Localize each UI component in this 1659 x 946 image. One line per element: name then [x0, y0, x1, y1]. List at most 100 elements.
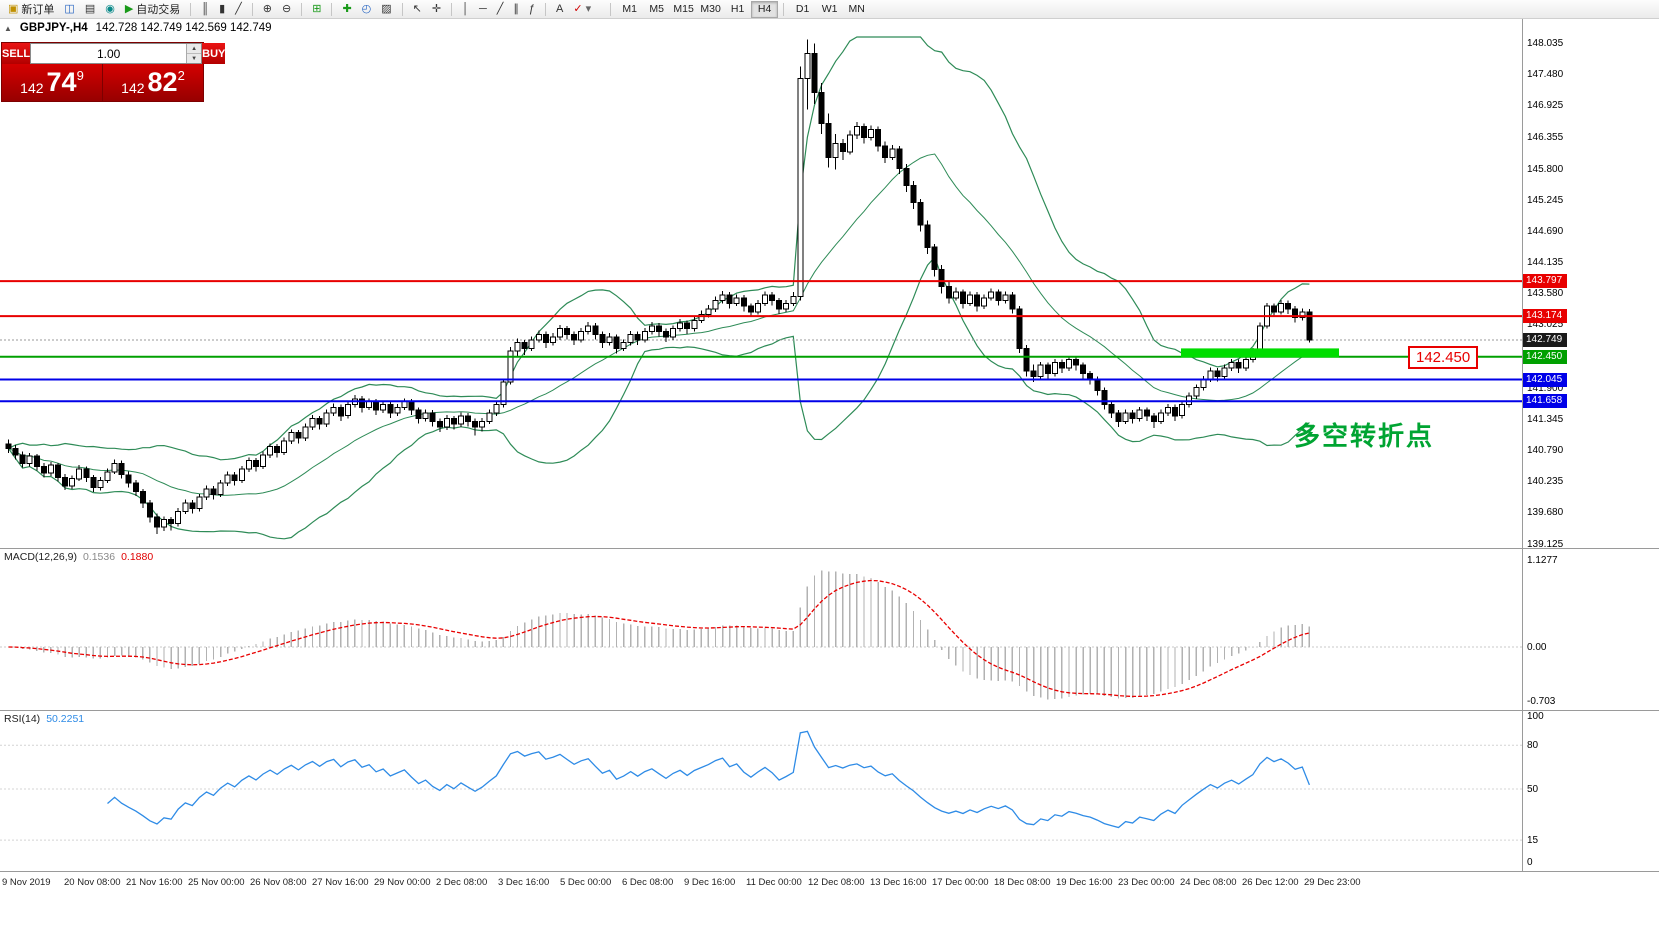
one-click-trading-panel: SELL ▲ ▼ BUY 142 74 9 142 82 2: [1, 42, 226, 102]
arrows-button[interactable]: ✓ ▾: [568, 1, 596, 18]
rsi-axis-label: 15: [1527, 835, 1539, 846]
tile-windows-icon: ⊞: [312, 2, 322, 15]
timeframe-button-D1[interactable]: D1: [789, 1, 816, 18]
time-axis-label: 20 Nov 08:00: [64, 877, 121, 888]
buy-price-whole: 142: [121, 80, 145, 96]
new-order-label: 新订单: [21, 4, 55, 16]
volume-up-button[interactable]: ▲: [187, 44, 202, 54]
time-axis-label: 29 Nov 00:00: [374, 877, 431, 888]
timeframe-button-M30[interactable]: M30: [697, 1, 724, 18]
time-axis-label: 26 Nov 08:00: [250, 877, 307, 888]
buy-button[interactable]: BUY: [202, 43, 226, 64]
candlestick-chart-icon: ▮: [219, 2, 226, 15]
chart-symbol-period: GBPJPY-,H4: [19, 22, 88, 34]
timeframe-button-M15[interactable]: M15: [670, 1, 697, 18]
fibonacci-button[interactable]: ƒ: [524, 1, 540, 18]
macd-signal-value: 0.1880: [121, 551, 154, 563]
price-axis-tag-142.045: 142.045: [1523, 373, 1567, 387]
channel-button[interactable]: ∥: [508, 1, 524, 18]
price-level-tag[interactable]: 142.450: [1408, 346, 1479, 369]
sell-button[interactable]: SELL: [2, 43, 31, 64]
macd-axis-label: 1.1277: [1527, 555, 1558, 566]
candlesticks: [5, 39, 1313, 534]
vertical-line-button[interactable]: │: [457, 1, 474, 18]
macd-main-value: 0.1536: [82, 551, 116, 563]
trendline-button[interactable]: ╱: [492, 1, 509, 18]
volume-down-button[interactable]: ▼: [187, 54, 202, 63]
autotrade-button[interactable]: ▶ 自动交易: [120, 1, 185, 18]
buy-price[interactable]: 142 82 2: [103, 64, 203, 101]
chart-symbol-icon: ▲: [4, 23, 12, 33]
profile-button[interactable]: ◉: [100, 1, 120, 18]
cursor-button[interactable]: ↖: [408, 1, 427, 18]
chart-window-icon: ◫: [64, 2, 75, 15]
timeframe-button-M1[interactable]: M1: [616, 1, 643, 18]
templates-button[interactable]: ▨: [376, 1, 396, 18]
toolbar-separator: [190, 2, 192, 16]
price-axis-label: 146.925: [1527, 100, 1564, 111]
main-toolbar: ▣ 新订单 ◫ ▤ ◉ ▶ 自动交易 ║ ▮ ╱ ⊕ ⊖ ⊞ ✚ ◴ ▨ ↖ ✛…: [0, 0, 1659, 19]
macd-name: MACD(12,26,9): [4, 551, 77, 563]
periods-button[interactable]: ◴: [357, 1, 377, 18]
volume-input[interactable]: [31, 44, 187, 63]
price-axis-tag-143.797: 143.797: [1523, 274, 1567, 288]
toolbar-separator: [301, 2, 303, 16]
horizontal-line-button[interactable]: ─: [474, 1, 492, 18]
channel-icon: ∥: [513, 2, 519, 15]
sell-price-pips: 74: [46, 67, 77, 97]
chart-window-button[interactable]: ◫: [59, 1, 79, 18]
price-axis-tag-143.174: 143.174: [1523, 309, 1567, 323]
volume-stepper: ▲ ▼: [186, 44, 202, 63]
print-button[interactable]: ▤: [80, 1, 100, 18]
crosshair-button[interactable]: ✛: [427, 1, 446, 18]
zoom-out-button[interactable]: ⊖: [277, 1, 296, 18]
toolbar-separator: [331, 2, 333, 16]
time-axis-label: 19 Dec 16:00: [1056, 877, 1113, 888]
timeframe-button-W1[interactable]: W1: [816, 1, 843, 18]
rsi-line: [107, 730, 1311, 829]
timeframe-button-M5[interactable]: M5: [643, 1, 670, 18]
text-label-icon: A: [556, 2, 564, 15]
time-axis-label: 26 Dec 12:00: [1242, 877, 1299, 888]
time-axis-label: 17 Dec 00:00: [932, 877, 989, 888]
autotrade-label: 自动交易: [136, 4, 181, 16]
macd-caption: MACD(12,26,9) 0.1536 0.1880: [4, 551, 153, 563]
price-axis-label: 140.790: [1527, 445, 1564, 456]
timeframe-group-2: D1 W1 MN: [789, 1, 870, 18]
macd-axis-label: -0.703: [1527, 696, 1556, 707]
toolbar-separator: [251, 2, 253, 16]
timeframe-button-MN[interactable]: MN: [843, 1, 870, 18]
zoom-out-icon: ⊖: [282, 2, 292, 15]
zoom-in-button[interactable]: ⊕: [258, 1, 277, 18]
timeframe-button-H4[interactable]: H4: [751, 0, 779, 18]
chevron-down-icon: ▾: [585, 2, 592, 15]
new-order-button[interactable]: ▣ 新订单: [3, 1, 59, 18]
line-chart-icon: ╱: [235, 2, 242, 15]
highlight-band[interactable]: [1181, 348, 1339, 358]
chart-text-annotation[interactable]: 多空转折点: [1294, 421, 1435, 451]
sell-price[interactable]: 142 74 9: [2, 64, 103, 101]
time-axis-label: 13 Dec 16:00: [870, 877, 927, 888]
timeframe-group: M1 M5 M15 M30 H1 H4: [616, 0, 779, 18]
candlestick-chart-button[interactable]: ▮: [214, 1, 230, 18]
sell-price-point: 9: [76, 68, 84, 83]
cursor-icon: ↖: [412, 2, 422, 15]
time-axis-label: 24 Dec 08:00: [1180, 877, 1237, 888]
text-label-button[interactable]: A: [551, 1, 568, 18]
rsi-axis-label: 80: [1527, 740, 1539, 751]
time-axis-label: 18 Dec 08:00: [994, 877, 1051, 888]
timeframe-button-H1[interactable]: H1: [724, 1, 751, 18]
indicators-button[interactable]: ✚: [337, 1, 356, 18]
line-chart-button[interactable]: ╱: [230, 1, 247, 18]
time-axis-label: 5 Dec 00:00: [560, 877, 612, 888]
bar-chart-icon: ║: [201, 2, 210, 15]
periods-icon: ◴: [361, 2, 372, 15]
price-axis-tag-142.749: 142.749: [1523, 333, 1567, 347]
bar-chart-button[interactable]: ║: [196, 1, 214, 18]
buy-price-point: 2: [177, 68, 185, 83]
price-axis-label: 140.235: [1527, 476, 1564, 487]
time-axis-label: 9 Nov 2019: [2, 877, 51, 888]
tile-windows-button[interactable]: ⊞: [307, 1, 326, 18]
